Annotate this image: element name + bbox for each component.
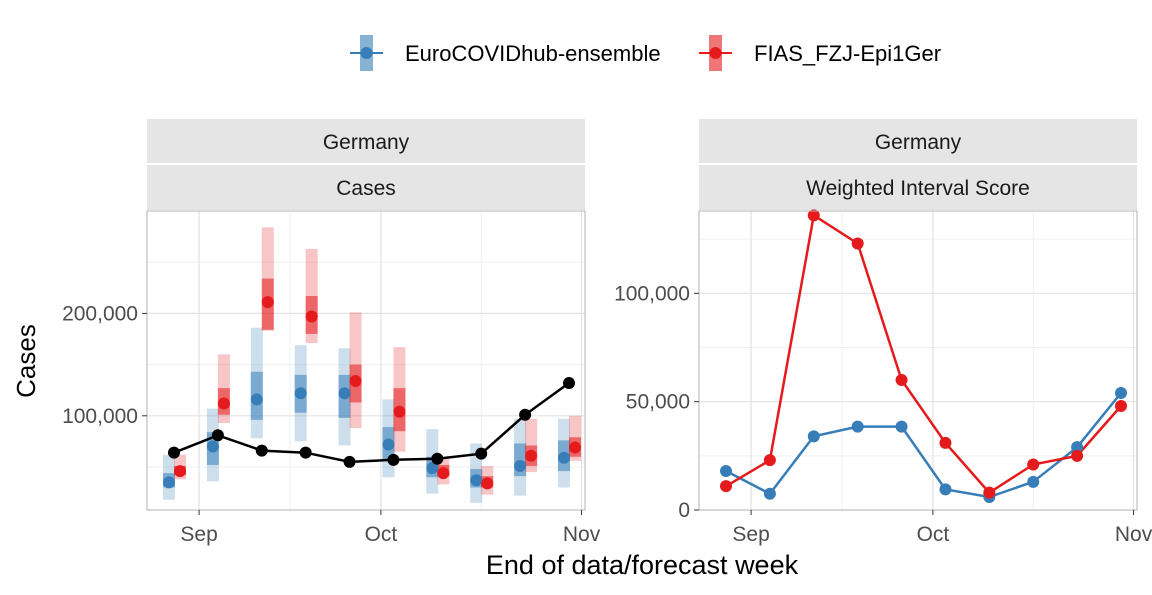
y-tick-label: 100,000 xyxy=(614,282,690,305)
y-tick-label: 50,000 xyxy=(626,391,690,414)
data-points xyxy=(720,209,1127,503)
score-point xyxy=(763,487,776,500)
legend-key-ensemble xyxy=(350,35,383,71)
score-point xyxy=(939,483,952,496)
score-point xyxy=(720,465,732,477)
score-point xyxy=(1027,458,1040,471)
y-tick-label: 200,000 xyxy=(62,302,138,325)
score-point xyxy=(1115,400,1127,412)
strip-bottom xyxy=(699,165,1137,210)
score-point xyxy=(895,420,908,433)
legend: EuroCOVIDhub-ensemble FIAS_FZJ-Epi1Ger xyxy=(350,35,941,71)
data-lines xyxy=(725,213,1122,499)
score-point xyxy=(851,237,864,250)
strip-top-label: Germany xyxy=(875,131,962,154)
score-point xyxy=(1071,441,1084,454)
score-point xyxy=(851,420,864,433)
gridlines xyxy=(699,211,1137,511)
panel-border xyxy=(146,210,586,511)
x-axis-title: End of data/forecast week xyxy=(486,550,799,580)
y-tick-label: 0 xyxy=(678,499,690,522)
y-tick-label: 100,000 xyxy=(62,405,138,428)
observed-point xyxy=(255,444,268,457)
score-point xyxy=(1027,475,1040,488)
data-lines xyxy=(173,381,570,464)
x-tick-label: Nov xyxy=(563,523,601,546)
strip-bottom-label: Cases xyxy=(336,177,396,200)
strip-top xyxy=(699,119,1137,163)
forecast-median-point xyxy=(525,449,538,462)
observed-point xyxy=(299,446,312,459)
observed-line xyxy=(173,381,570,464)
legend-key-fias xyxy=(699,35,732,71)
x-axis: Sep Oct Nov xyxy=(732,510,1152,546)
observed-point xyxy=(519,408,532,421)
x-axis: Sep Oct Nov xyxy=(180,510,601,546)
score-point xyxy=(807,209,820,222)
y-axis-title: Cases xyxy=(11,324,41,398)
score-point xyxy=(720,480,732,493)
forecast-median-point xyxy=(393,405,406,418)
strip-top-label: Germany xyxy=(323,131,410,154)
score-point xyxy=(939,436,952,449)
forecast-median-point xyxy=(481,477,494,490)
legend-label-ensemble: EuroCOVIDhub-ensemble xyxy=(405,41,661,66)
forecast-median-point xyxy=(470,474,483,487)
panel-border xyxy=(698,210,1138,511)
score-line xyxy=(725,392,1122,499)
forecast-median-point xyxy=(163,476,175,489)
forecast-median-point xyxy=(514,459,527,472)
observed-point xyxy=(168,446,180,459)
strip-bottom xyxy=(147,165,585,210)
forecast-median-point xyxy=(250,393,263,406)
score-point xyxy=(1115,387,1127,399)
forecast-median-point xyxy=(174,465,186,478)
forecast-median-point xyxy=(382,438,395,451)
forecast-median-point xyxy=(426,462,439,475)
strip-top xyxy=(147,119,585,163)
panel-wis: Germany Weighted Interval Score 0 50,000 1… xyxy=(614,119,1152,546)
observed-point xyxy=(387,453,400,466)
observed-point xyxy=(343,455,356,468)
score-point xyxy=(895,374,908,386)
x-tick-label: Sep xyxy=(732,523,769,546)
legend-label-fias: FIAS_FZJ-Epi1Ger xyxy=(754,41,941,66)
score-line xyxy=(725,213,1122,495)
forecast-median-point xyxy=(558,451,570,464)
score-point xyxy=(763,454,776,467)
score-point xyxy=(1071,449,1084,462)
score-point xyxy=(807,430,820,443)
observed-point xyxy=(563,377,575,390)
strip-bottom-label: Weighted Interval Score xyxy=(806,177,1030,200)
forecast-median-point xyxy=(349,374,362,387)
panel-cases: Germany Cases 100,000 200,000 Sep Oct Nov xyxy=(62,119,601,546)
forecast-median-point xyxy=(206,440,219,453)
observed-point xyxy=(431,452,444,465)
x-tick-label: Oct xyxy=(365,523,398,546)
x-tick-label: Nov xyxy=(1115,523,1152,546)
observed-point xyxy=(475,447,488,460)
data-points xyxy=(163,296,581,490)
forecast-median-point xyxy=(217,397,230,410)
y-axis: 0 50,000 100,000 xyxy=(614,282,699,522)
y-axis: 100,000 200,000 xyxy=(62,302,147,428)
forecast-median-point xyxy=(437,467,450,480)
forecast-median-point xyxy=(261,296,274,309)
x-tick-label: Sep xyxy=(180,523,217,546)
forecast-median-point xyxy=(294,387,307,400)
observed-point xyxy=(211,429,224,442)
score-point xyxy=(983,486,996,499)
x-tick-label: Oct xyxy=(917,523,950,546)
forecast-median-point xyxy=(338,387,351,400)
forecast-median-point xyxy=(569,441,581,454)
forecast-median-point xyxy=(305,310,318,323)
